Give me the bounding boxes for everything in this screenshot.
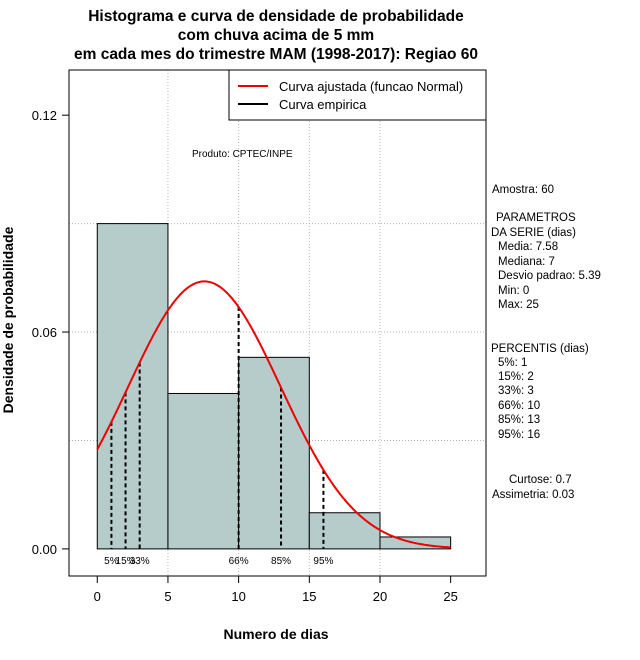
percentile-row: 15%: 2 bbox=[498, 371, 534, 383]
legend-box bbox=[228, 69, 487, 121]
y-tick-label: 0.12 bbox=[32, 108, 57, 123]
normal-fit-curve bbox=[96, 280, 451, 549]
x-axis-title: Numero de dias bbox=[223, 626, 328, 642]
percentile-row: 95%: 16 bbox=[498, 429, 540, 441]
stat-min: Min: 0 bbox=[498, 285, 529, 297]
x-tick-label: 10 bbox=[231, 589, 245, 604]
product-annotation: Produto: CPTEC/INPE bbox=[192, 149, 293, 160]
percentile-lines: 5%15%33% 66% 85% 95% bbox=[104, 307, 334, 567]
sample-size: Amostra: 60 bbox=[492, 184, 554, 196]
legend-label-fit: Curva ajustada (funcao Normal) bbox=[279, 79, 463, 94]
stat-kurtosis: Curtose: 0.7 bbox=[509, 474, 572, 486]
stat-sd: Desvio padrao: 5.39 bbox=[498, 270, 601, 282]
x-tick-label: 25 bbox=[443, 589, 457, 604]
x-tick-label: 5 bbox=[164, 589, 171, 604]
percentile-label: 95% bbox=[313, 556, 333, 567]
x-tick-label: 20 bbox=[373, 589, 387, 604]
chart-title-line-3: em cada mes do trimestre MAM (1998-2017)… bbox=[74, 46, 478, 63]
stat-max: Max: 25 bbox=[498, 299, 539, 311]
y-tick-label: 0.00 bbox=[32, 542, 57, 557]
params-title-1: PARAMETROS bbox=[496, 212, 576, 224]
percentiles-title: PERCENTIS (dias) bbox=[491, 343, 589, 355]
percentile-row: 85%: 13 bbox=[498, 414, 540, 426]
legend: Curva ajustada (funcao Normal) Curva emp… bbox=[228, 69, 487, 121]
histogram-bar bbox=[96, 223, 169, 550]
stat-skewness: Assimetria: 0.03 bbox=[492, 489, 574, 501]
histogram-bar bbox=[238, 356, 310, 550]
params-title-2: DA SERIE (dias) bbox=[491, 227, 576, 239]
percentile-row: 33%: 3 bbox=[498, 385, 534, 397]
percentile-label: 5% bbox=[104, 556, 119, 567]
percentile-label: 15% bbox=[116, 556, 136, 567]
percentile-label: 33% bbox=[130, 556, 150, 567]
percentile-label: 66% bbox=[229, 556, 249, 567]
stat-mean: Media: 7.58 bbox=[498, 241, 558, 253]
legend-label-empirical: Curva empirica bbox=[279, 97, 367, 112]
percentile-label: 85% bbox=[271, 556, 291, 567]
y-tick-label: 0.06 bbox=[32, 325, 57, 340]
fit-curve-layer bbox=[96, 280, 451, 549]
histogram-bars bbox=[96, 223, 452, 550]
histogram-bar bbox=[167, 392, 240, 550]
percentile-row: 5%: 1 bbox=[498, 357, 527, 369]
stats-panel: Amostra: 60 PARAMETROS DA SERIE (dias) M… bbox=[491, 184, 601, 501]
x-tick-label: 15 bbox=[302, 589, 316, 604]
chart-title-line-1: Histograma e curva de densidade de proba… bbox=[88, 8, 464, 25]
stat-median: Mediana: 7 bbox=[498, 256, 555, 268]
y-axis-title: Densidade de probabilidade bbox=[0, 226, 16, 413]
chart-title-line-2: com chuva acima de 5 mm bbox=[178, 27, 374, 44]
x-tick-label: 0 bbox=[94, 589, 101, 604]
percentile-row: 66%: 10 bbox=[498, 400, 540, 412]
histogram-bar bbox=[308, 512, 381, 550]
